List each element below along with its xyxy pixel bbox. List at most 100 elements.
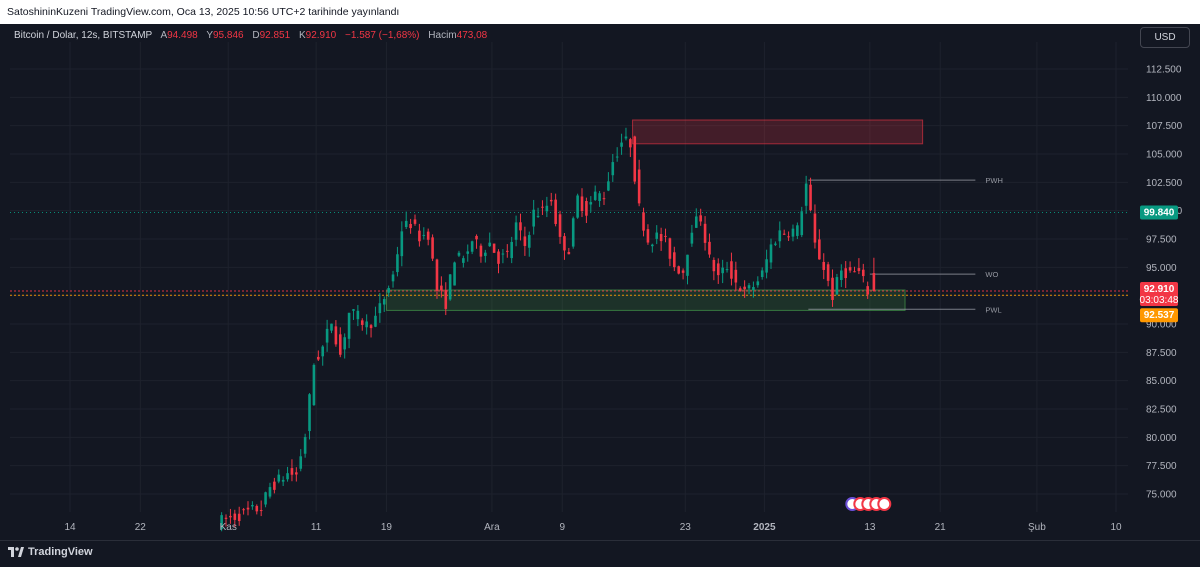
candle-body: [708, 241, 711, 255]
candle-body: [664, 235, 667, 237]
previous-close-badge-text: 92.537: [1144, 310, 1175, 321]
candle-body: [637, 169, 641, 204]
candle-body: [571, 218, 575, 247]
x-tick-label: 11: [311, 522, 322, 533]
candle-body: [848, 267, 852, 271]
candle-body: [382, 299, 386, 305]
symbol-legend: Bitcoin / Dolar, 12s, BITSTAMP A94.498 Y…: [14, 30, 487, 41]
candle-body: [409, 223, 412, 229]
candle-body: [404, 220, 408, 227]
y-tick-label: 77.500: [1146, 461, 1177, 472]
current-price-badge-text: 03:03:48: [1140, 295, 1179, 306]
candle-body: [484, 252, 487, 256]
y-tick-label: 95.000: [1146, 263, 1177, 274]
candle-body: [418, 230, 421, 242]
candle-body: [607, 181, 610, 191]
candle-body: [325, 328, 329, 343]
price-chart[interactable]: PWH WO PWL 112.500 110.000 107.500 105.000 102.…: [0, 24, 1200, 540]
candle-body: [782, 233, 786, 235]
candle-body: [303, 437, 307, 454]
level-label-pwl: PWL: [985, 305, 1001, 314]
candle-body: [448, 274, 452, 300]
y-tick-label: 102.500: [1146, 178, 1183, 189]
candle-body: [440, 285, 443, 291]
candle-body: [426, 231, 430, 240]
candle-body: [738, 288, 742, 292]
previous-close-badge-bg: [1140, 308, 1178, 323]
candle-body: [396, 254, 399, 273]
candle-body: [712, 259, 716, 272]
candle-body: [365, 321, 368, 328]
tradingview-logo[interactable]: TradingView: [8, 546, 93, 558]
candle-body: [532, 209, 535, 227]
candle-body: [646, 229, 650, 243]
candle-body: [277, 474, 281, 482]
candle-body: [844, 268, 848, 279]
footer-bar: [0, 540, 1200, 567]
candle-body: [694, 216, 698, 228]
candle-body: [330, 323, 333, 331]
candle-body: [796, 225, 799, 236]
y-tick-label: 82.500: [1146, 405, 1177, 416]
open-value: 94.498: [167, 30, 198, 41]
brand-name: TradingView: [28, 546, 93, 558]
candle-body: [338, 334, 342, 355]
candle-body: [558, 214, 562, 237]
candle-body: [840, 270, 843, 281]
level-label-pwh: PWH: [985, 176, 1003, 185]
x-tick-label: 13: [864, 522, 876, 533]
candle-body: [580, 196, 584, 212]
candle-body: [686, 254, 689, 276]
candle-body: [822, 261, 826, 270]
open-label: A: [160, 30, 168, 41]
current-price-badge-bg: [1140, 282, 1178, 307]
candle-body: [527, 235, 531, 248]
candle-body: [725, 269, 729, 271]
candle-body: [861, 269, 865, 277]
candle-body: [356, 310, 360, 320]
candle-body: [308, 394, 311, 432]
candle-body: [611, 162, 615, 176]
candle-body: [295, 472, 298, 475]
candle-body: [690, 232, 694, 244]
candle-body: [501, 253, 505, 255]
candle-body: [233, 513, 237, 520]
candle-body: [857, 268, 861, 271]
candle-body: [334, 326, 338, 345]
y-tick-label: 80.000: [1146, 433, 1177, 444]
candle-body: [299, 456, 303, 469]
candle-body: [246, 507, 250, 510]
candle-body: [668, 238, 672, 259]
economic-event-icon: [877, 497, 892, 511]
y-tick-label: 105.000: [1146, 150, 1183, 161]
currency-button[interactable]: USD: [1140, 27, 1190, 48]
candle-body: [659, 234, 663, 242]
x-tick-label: 22: [135, 522, 147, 533]
candle-body: [505, 250, 509, 252]
x-tick-label: 23: [680, 522, 692, 533]
candle-body: [541, 206, 544, 208]
candle-body: [453, 262, 456, 286]
candle-body: [466, 251, 470, 254]
symbol-name[interactable]: Bitcoin / Dolar, 12s, BITSTAMP: [14, 30, 153, 41]
candle-body: [510, 241, 513, 259]
candle-body: [255, 505, 259, 512]
candle-body: [242, 509, 245, 511]
candle-body: [655, 232, 659, 239]
x-tick-label: 21: [935, 522, 947, 533]
candle-body: [576, 195, 579, 218]
candle-body: [747, 285, 751, 289]
y-tick-label: 107.500: [1146, 121, 1183, 132]
candle-body: [787, 236, 790, 238]
candle-body: [347, 312, 351, 339]
x-tick-label: Ara: [484, 522, 500, 533]
candle-body: [413, 219, 417, 224]
candle-body: [264, 492, 267, 505]
x-tick-label: 19: [381, 522, 393, 533]
candle-body: [391, 274, 395, 282]
candle-body: [835, 277, 839, 295]
y-tick-label: 90.000: [1146, 320, 1177, 331]
candle-body: [251, 504, 254, 507]
level-label-wo: WO: [985, 270, 998, 279]
candle-body: [866, 286, 869, 295]
